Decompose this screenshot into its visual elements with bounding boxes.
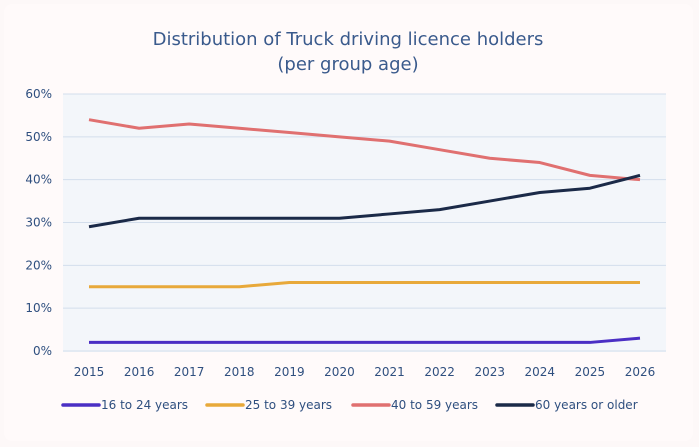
- x-tick-label: 2021: [374, 365, 405, 379]
- y-tick-label: 30%: [25, 216, 52, 230]
- x-tick-label: 2016: [124, 365, 155, 379]
- x-tick-label: 2023: [474, 365, 505, 379]
- legend-label: 16 to 24 years: [101, 398, 188, 412]
- x-tick-label: 2020: [324, 365, 355, 379]
- x-tick-label: 2026: [625, 365, 656, 379]
- y-tick-label: 60%: [25, 87, 52, 101]
- y-tick-label: 20%: [25, 258, 52, 272]
- x-tick-label: 2019: [274, 365, 305, 379]
- y-tick-label: 0%: [33, 344, 52, 358]
- x-tick-label: 2015: [74, 365, 105, 379]
- x-tick-label: 2017: [174, 365, 205, 379]
- chart-subtitle: (per group age): [277, 54, 418, 75]
- x-tick-label: 2025: [575, 365, 606, 379]
- x-tick-label: 2024: [525, 365, 556, 379]
- x-tick-label: 2018: [224, 365, 255, 379]
- series-line-0: [89, 336, 641, 344]
- legend-label: 60 years or older: [535, 398, 638, 412]
- x-tick-label: 2022: [424, 365, 455, 379]
- chart-title: Distribution of Truck driving licence ho…: [153, 29, 544, 50]
- series-line-2: [88, 118, 641, 182]
- series-line-1: [89, 280, 640, 289]
- series-line-3: [88, 173, 641, 229]
- y-tick-label: 40%: [25, 173, 52, 187]
- y-tick-label: 10%: [25, 301, 52, 315]
- legend-label: 40 to 59 years: [391, 398, 478, 412]
- legend-label: 25 to 39 years: [245, 398, 332, 412]
- y-tick-label: 50%: [25, 130, 52, 144]
